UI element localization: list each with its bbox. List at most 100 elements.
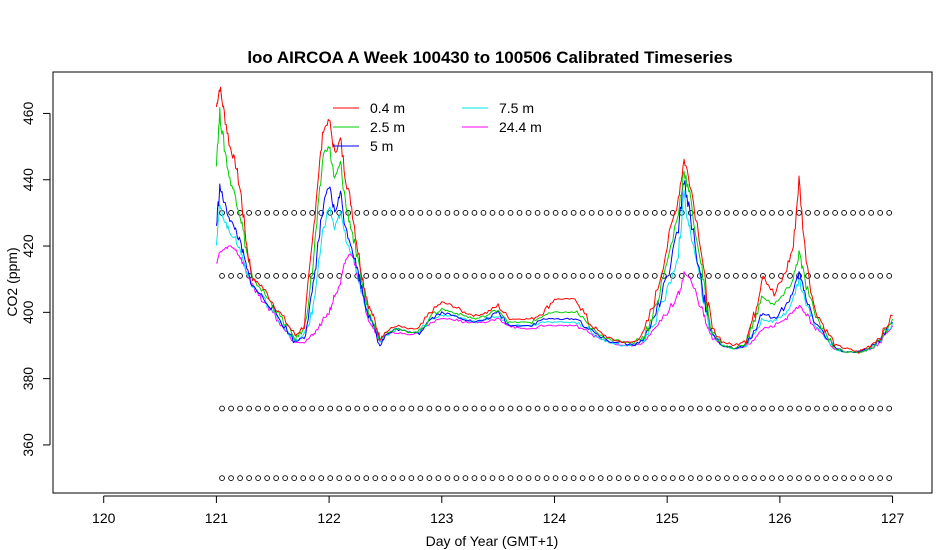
calibration-marker bbox=[669, 210, 676, 216]
calibration-marker bbox=[534, 210, 541, 216]
calibration-marker bbox=[733, 273, 739, 279]
calibration-marker bbox=[264, 210, 270, 216]
calibration-marker bbox=[489, 405, 496, 412]
calibration-marker bbox=[814, 475, 820, 481]
calibration-marker bbox=[796, 475, 802, 481]
calibration-marker bbox=[264, 273, 270, 279]
calibration-marker bbox=[372, 210, 379, 216]
calibration-marker bbox=[444, 273, 451, 279]
plot-frame bbox=[52, 71, 933, 494]
calibration-marker bbox=[841, 475, 847, 481]
calibration-marker bbox=[417, 210, 424, 216]
calibration-marker bbox=[318, 273, 325, 279]
calibration-marker bbox=[237, 405, 243, 412]
calibration-marker bbox=[390, 475, 397, 481]
calibration-marker bbox=[778, 210, 784, 216]
calibration-marker bbox=[291, 405, 298, 412]
calibration-marker bbox=[570, 210, 577, 216]
calibration-marker bbox=[399, 475, 406, 481]
calibration-marker bbox=[778, 405, 784, 412]
calibration-marker bbox=[480, 405, 487, 412]
calibration-marker bbox=[219, 405, 225, 412]
calibration-marker bbox=[408, 405, 415, 412]
calibration-marker bbox=[697, 475, 703, 481]
calibration-marker bbox=[255, 405, 261, 412]
calibration-marker bbox=[715, 210, 721, 216]
calibration-marker bbox=[363, 273, 370, 279]
x-tick-label: 124 bbox=[543, 510, 567, 526]
calibration-marker bbox=[769, 405, 775, 412]
calibration-marker bbox=[318, 405, 325, 412]
calibration-marker bbox=[769, 475, 775, 481]
calibration-marker bbox=[390, 210, 397, 216]
x-tick-label: 121 bbox=[205, 510, 229, 526]
series-lines bbox=[215, 86, 894, 354]
calibration-marker bbox=[336, 405, 343, 412]
calibration-marker bbox=[760, 475, 766, 481]
calibration-marker bbox=[633, 405, 640, 412]
calibration-marker bbox=[507, 210, 514, 216]
series-line-5-m bbox=[215, 179, 893, 353]
calibration-marker bbox=[787, 210, 793, 216]
x-tick-label: 127 bbox=[881, 510, 905, 526]
calibration-marker bbox=[381, 475, 388, 481]
calibration-marker bbox=[823, 405, 829, 412]
calibration-marker bbox=[255, 273, 261, 279]
calibration-marker bbox=[850, 405, 856, 412]
calibration-marker bbox=[588, 273, 595, 279]
calibration-marker bbox=[363, 405, 370, 412]
calibration-marker bbox=[687, 475, 694, 481]
calibration-marker bbox=[318, 210, 325, 216]
calibration-marker bbox=[579, 405, 586, 412]
calibration-marker bbox=[273, 405, 279, 412]
calibration-marker bbox=[471, 210, 478, 216]
calibration-marker bbox=[642, 210, 649, 216]
calibration-marker bbox=[408, 273, 415, 279]
legend-label: 24.4 m bbox=[499, 119, 542, 135]
calibration-marker bbox=[724, 405, 730, 412]
calibration-marker bbox=[561, 273, 568, 279]
calibration-marker bbox=[769, 210, 775, 216]
calibration-marker bbox=[435, 210, 442, 216]
calibration-marker bbox=[273, 210, 279, 216]
calibration-marker bbox=[552, 405, 559, 412]
calibration-marker bbox=[363, 210, 370, 216]
calibration-marker bbox=[381, 210, 388, 216]
calibration-marker bbox=[282, 210, 288, 216]
calibration-marker bbox=[850, 273, 856, 279]
calibration-marker bbox=[417, 405, 424, 412]
calibration-marker bbox=[228, 210, 234, 216]
calibration-marker bbox=[597, 405, 604, 412]
calibration-marker bbox=[552, 475, 559, 481]
calibration-marker bbox=[291, 475, 298, 481]
calibration-marker bbox=[823, 475, 829, 481]
calibration-marker bbox=[273, 273, 279, 279]
calibration-marker bbox=[309, 475, 316, 481]
calibration-marker bbox=[534, 405, 541, 412]
x-axis: 120 121 122 123 124 125 126 127 bbox=[92, 495, 905, 526]
calibration-marker bbox=[561, 405, 568, 412]
calibration-marker bbox=[534, 273, 541, 279]
calibration-marker bbox=[850, 210, 856, 216]
legend-label: 2.5 m bbox=[370, 119, 405, 135]
calibration-marker bbox=[354, 405, 361, 412]
calibration-marker bbox=[444, 405, 451, 412]
calibration-marker bbox=[327, 405, 334, 412]
calibration-marker bbox=[552, 210, 559, 216]
calibration-marker bbox=[724, 210, 730, 216]
chart-title: loo AIRCOA A Week 100430 to 100506 Calib… bbox=[247, 48, 732, 67]
calibration-marker bbox=[471, 405, 478, 412]
x-tick-label: 123 bbox=[430, 510, 454, 526]
calibration-marker bbox=[237, 475, 243, 481]
calibration-marker bbox=[778, 475, 784, 481]
calibration-marker bbox=[660, 405, 667, 412]
calibration-marker bbox=[597, 475, 604, 481]
calibration-marker bbox=[453, 405, 460, 412]
calibration-marker bbox=[706, 210, 712, 216]
calibration-marker bbox=[426, 210, 433, 216]
calibration-marker bbox=[579, 210, 586, 216]
calibration-marker bbox=[805, 475, 811, 481]
calibration-marker bbox=[868, 273, 874, 279]
calibration-marker bbox=[417, 475, 424, 481]
calibration-marker bbox=[345, 273, 352, 279]
